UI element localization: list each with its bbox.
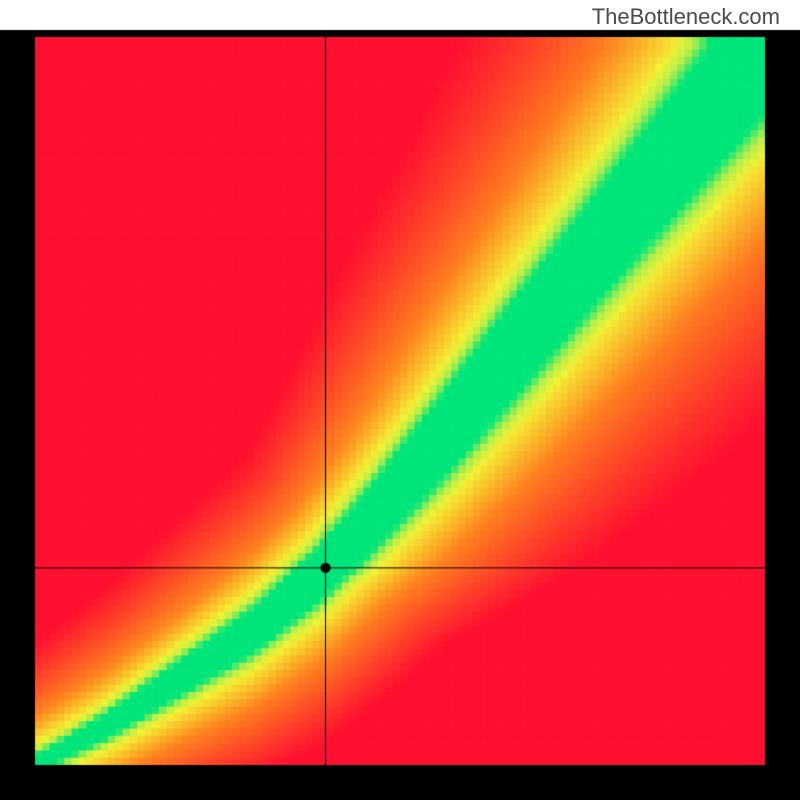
chart-container: TheBottleneck.com <box>0 0 800 800</box>
bottleneck-heatmap <box>0 0 800 800</box>
watermark-text: TheBottleneck.com <box>592 4 780 30</box>
